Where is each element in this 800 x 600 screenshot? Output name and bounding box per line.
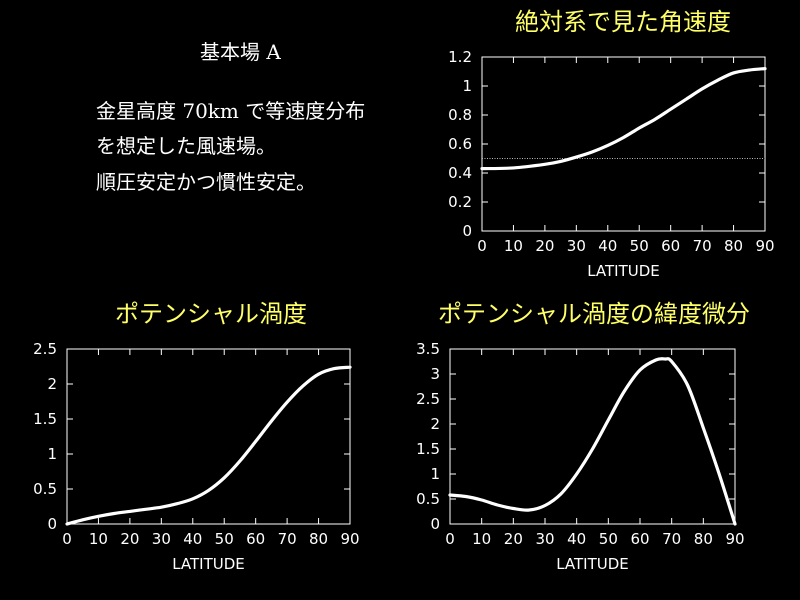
angular-velocity-x-tick-label: 50 [630,237,649,255]
angular-velocity-x-tick-label: 0 [477,237,487,255]
potential-vorticity-y-tick-label: 1 [47,445,57,463]
pv-gradient-y-tick-label: 2.5 [416,390,440,408]
pv-gradient-x-tick-label: 0 [445,530,455,548]
potential-vorticity-x-tick-label: 80 [309,530,328,548]
potential-vorticity-y-tick-label: 1.5 [33,410,57,428]
chart-title-potential-vorticity: ポテンシャル渦度 [115,300,307,328]
description-line-1: 金星高度 70km で等速度分布 [96,99,366,123]
pv-gradient-x-tick-label: 20 [504,530,523,548]
description-line-3: 順圧安定かつ慣性安定。 [96,170,316,194]
potential-vorticity-y-tick-label: 0.5 [33,480,57,498]
angular-velocity-x-tick-label: 30 [567,237,586,255]
angular-velocity-x-tick-label: 20 [535,237,554,255]
angular-velocity-y-tick-label: 0.8 [448,106,472,124]
angular-velocity-y-tick-label: 1 [462,77,472,95]
pv-gradient-y-tick-label: 0.5 [416,490,440,508]
potential-vorticity-y-tick-label: 2.5 [33,340,57,358]
potential-vorticity-x-tick-label: 0 [62,530,72,548]
pv-gradient-y-tick-label: 2 [430,415,440,433]
pv-gradient-series-line [448,357,737,526]
potential-vorticity-y-tick-label: 2 [47,375,57,393]
pv-gradient-x-tick-label: 50 [599,530,618,548]
pv-gradient-x-tick-label: 10 [472,530,491,548]
angular-velocity-x-tick-label: 70 [693,237,712,255]
potential-vorticity-x-tick-label: 10 [89,530,108,548]
angular-velocity-y-tick-label: 0.4 [448,164,472,182]
potential-vorticity-x-axis-label: LATITUDE [172,555,245,573]
potential-vorticity-series-line [65,365,352,526]
angular-velocity-y-tick-label: 0 [462,222,472,240]
pv-gradient-x-tick-label: 70 [662,530,681,548]
potential-vorticity-x-tick-label: 30 [152,530,171,548]
chart-title-angular-velocity: 絶対系で見た角速度 [515,8,731,36]
angular-velocity-x-tick-label: 80 [724,237,743,255]
pv-gradient-y-tick-label: 1 [430,465,440,483]
heading: 基本場 A [200,40,281,64]
angular-velocity-x-tick-label: 10 [504,237,523,255]
pv-gradient-x-tick-label: 60 [630,530,649,548]
potential-vorticity-x-tick-label: 70 [278,530,297,548]
pv-gradient-y-tick-label: 0 [430,515,440,533]
pv-gradient-x-axis-label: LATITUDE [556,555,629,573]
description-line-2: を想定した風速場。 [96,134,276,158]
pv-gradient-x-tick-label: 40 [567,530,586,548]
potential-vorticity-x-tick-label: 90 [340,530,359,548]
potential-vorticity-plot-frame [66,348,351,525]
pv-gradient-x-tick-label: 90 [725,530,744,548]
pv-gradient-x-tick-label: 80 [694,530,713,548]
potential-vorticity-y-tick-label: 0 [47,515,57,533]
potential-vorticity-x-tick-label: 20 [120,530,139,548]
potential-vorticity-x-tick-label: 40 [183,530,202,548]
angular-velocity-x-tick-label: 40 [598,237,617,255]
angular-velocity-series-line [480,67,767,171]
chart-title-pv-gradient: ポテンシャル渦度の緯度微分 [438,300,750,328]
angular-velocity-x-tick-label: 60 [661,237,680,255]
angular-velocity-y-tick-label: 1.2 [448,48,472,66]
potential-vorticity-x-tick-label: 60 [246,530,265,548]
pv-gradient-x-tick-label: 30 [535,530,554,548]
angular-velocity-y-tick-label: 0.2 [448,193,472,211]
pv-gradient-y-tick-label: 1.5 [416,440,440,458]
potential-vorticity-x-tick-label: 50 [215,530,234,548]
angular-velocity-x-axis-label: LATITUDE [587,262,660,280]
pv-gradient-y-tick-label: 3.5 [416,340,440,358]
pv-gradient-y-tick-label: 3 [430,365,440,383]
pv-gradient-plot-frame [449,348,736,525]
angular-velocity-x-tick-label: 90 [755,237,774,255]
angular-velocity-y-tick-label: 0.6 [448,135,472,153]
